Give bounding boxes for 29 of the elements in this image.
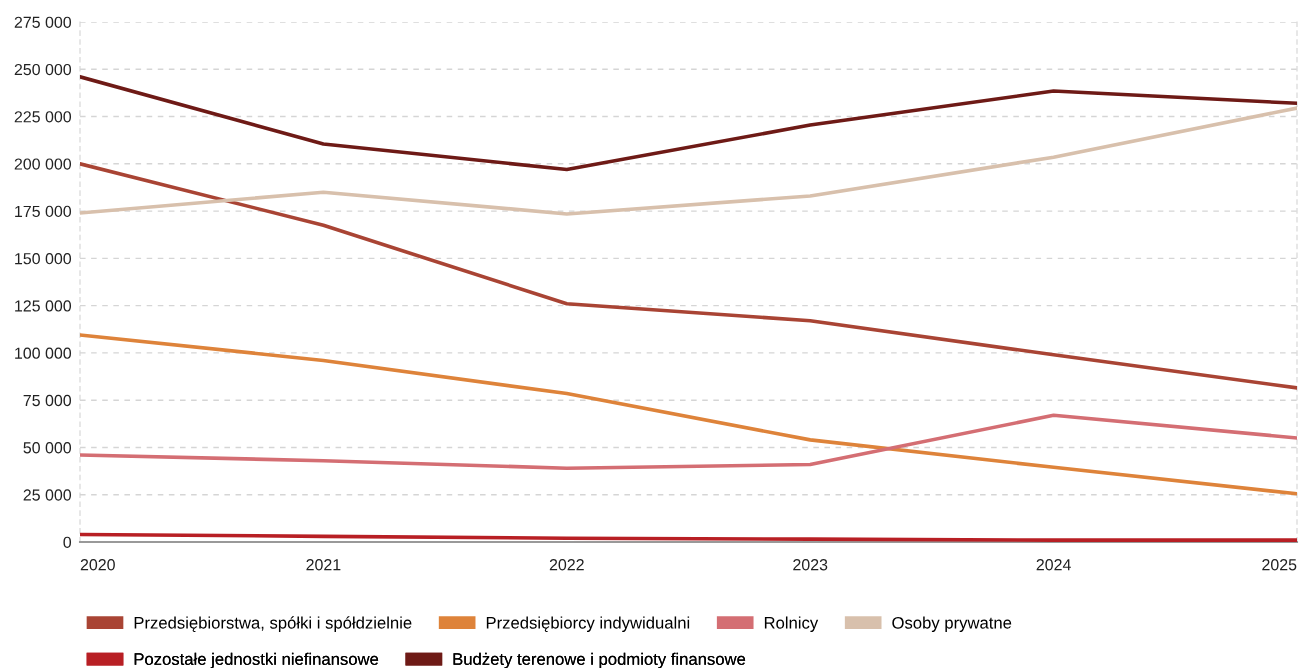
line-series	[80, 333, 1297, 496]
y-tick-label: 0	[63, 536, 72, 548]
legend-label: Pozostałe jednostki niefinansowe	[134, 652, 379, 668]
y-tick-label: 50 000	[23, 442, 72, 454]
y-tick-label: 250 000	[14, 63, 72, 76]
x-tick-label: 2023	[793, 559, 828, 571]
x-tick-label: 2024	[1036, 559, 1071, 571]
line-series	[80, 162, 1297, 390]
legend-label: Przedsiębiorcy indywidualni	[486, 616, 690, 633]
y-tick-label: 150 000	[15, 253, 72, 265]
x-tick-label: 2022	[549, 559, 584, 571]
legend-label: Przedsiębiorstwa, spółki i spółdzielnie	[134, 616, 412, 633]
y-tick-label: 200 000	[14, 158, 72, 170]
line-series	[80, 413, 1297, 471]
y-tick-label: 100 000	[15, 347, 72, 359]
y-tick-label: 175 000	[15, 205, 72, 218]
line-series	[80, 106, 1297, 216]
y-tick-label: 225 000	[14, 111, 72, 123]
legend-label: Budżety terenowe i podmioty finansowe	[453, 652, 746, 668]
y-tick-label: 75 000	[23, 394, 72, 407]
y-tick-label: 25 000	[23, 489, 72, 501]
x-tick-label: 2020	[80, 559, 115, 571]
x-tick-label: 2025	[1262, 559, 1297, 571]
line-series	[80, 75, 1297, 172]
legend-label: Rolnicy	[764, 616, 819, 632]
y-tick-label: 125 000	[15, 300, 72, 312]
legend-label: Osoby prywatne	[892, 616, 1012, 632]
x-tick-label: 2021	[306, 559, 341, 571]
y-tick-label: 275 000	[14, 16, 72, 28]
